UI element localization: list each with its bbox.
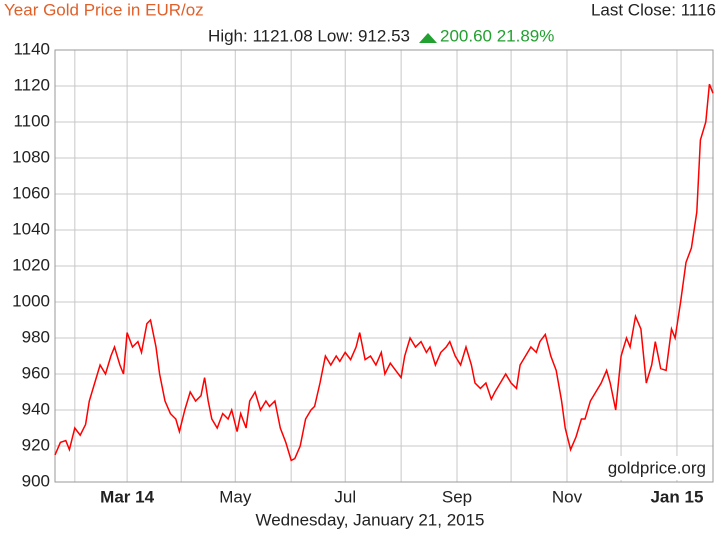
x-tick-label: Jan 15 xyxy=(650,487,703,506)
y-tick-label: 1040 xyxy=(12,219,50,238)
change: 200.60 21.89% xyxy=(440,26,554,45)
up-arrow xyxy=(419,33,437,43)
y-tick-label: 1000 xyxy=(12,291,50,310)
plot-area: 900 920 940 960 980 1000 1020 1040 1060 1080 1100 1… xyxy=(12,39,714,506)
y-tick-label: 1120 xyxy=(13,75,50,94)
x-tick-label: May xyxy=(219,487,252,506)
y-tick-label: 980 xyxy=(22,327,50,346)
y-tick-label: 1020 xyxy=(12,255,50,274)
x-tick-label: Jul xyxy=(334,487,356,506)
y-tick-label: 1100 xyxy=(13,111,50,130)
price-line xyxy=(54,83,714,462)
x-tick-label: Nov xyxy=(552,487,583,506)
plot-border xyxy=(54,49,714,483)
x-tick-label: Sep xyxy=(442,487,472,506)
date-label: Wednesday, January 21, 2015 xyxy=(255,510,484,529)
x-tick-label: Mar 14 xyxy=(100,487,154,506)
last-close: Last Close: 1116 xyxy=(591,0,716,19)
y-tick-label: 960 xyxy=(22,363,50,382)
y-tick-label: 900 xyxy=(22,471,50,490)
y-tick-label: 1060 xyxy=(12,183,50,202)
chart-title: Year Gold Price in EUR/oz xyxy=(4,0,204,19)
y-tick-label: 1140 xyxy=(13,39,50,58)
high-low: High: 1121.08 Low: 912.53 xyxy=(208,26,410,45)
watermark: goldprice.org xyxy=(608,458,706,477)
y-tick-label: 1080 xyxy=(12,147,50,166)
y-tick-label: 940 xyxy=(22,399,50,418)
watermark-bg xyxy=(573,456,710,480)
y-tick-label: 920 xyxy=(22,435,50,454)
